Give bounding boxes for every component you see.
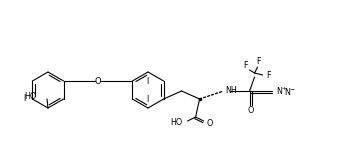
- Text: +: +: [282, 85, 287, 91]
- Text: O: O: [95, 76, 101, 85]
- Text: I: I: [146, 76, 148, 85]
- Text: F: F: [256, 56, 261, 65]
- Text: F: F: [266, 71, 271, 80]
- Text: NH: NH: [226, 85, 237, 95]
- Text: F: F: [243, 60, 248, 69]
- Text: I: I: [23, 93, 26, 103]
- Text: I: I: [146, 95, 148, 104]
- Text: −: −: [290, 87, 295, 92]
- Text: N: N: [285, 88, 291, 96]
- Text: N: N: [277, 87, 282, 96]
- Text: O: O: [207, 119, 213, 128]
- Text: O: O: [248, 105, 254, 115]
- Text: HO: HO: [25, 92, 37, 100]
- Text: HO: HO: [170, 117, 182, 127]
